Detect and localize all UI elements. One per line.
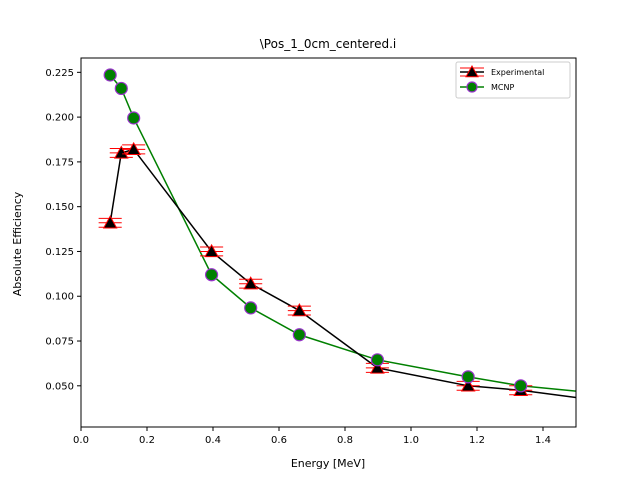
- experimental-line: [109, 148, 576, 399]
- series-layer: [98, 68, 576, 399]
- legend: Experimental MCNP: [455, 61, 571, 99]
- legend-box: [455, 61, 571, 99]
- mcnp-point: [514, 379, 528, 393]
- y-axis-label: Absolute Efficiency: [11, 191, 24, 296]
- experimental-point: [456, 378, 480, 392]
- x-tick-label: 1.4: [535, 435, 551, 446]
- mcnp-point: [114, 81, 128, 96]
- mcnp-line: [109, 74, 576, 392]
- y-tick-label: 0.050: [45, 381, 74, 392]
- mcnp-point: [244, 301, 258, 315]
- x-tick-label: 0.4: [205, 435, 221, 446]
- legend-entry-experimental: Experimental: [460, 64, 544, 78]
- experimental-point: [109, 145, 133, 159]
- y-axis-ticks: 0.050 0.075 0.100 0.125 0.150 0.175 0.200 0.225: [45, 68, 81, 392]
- mcnp-point: [204, 268, 219, 282]
- experimental-point: [200, 243, 224, 258]
- experimental-point: [287, 303, 311, 317]
- x-tick-label: 0.6: [271, 435, 287, 446]
- y-tick-label: 0.225: [45, 68, 74, 79]
- legend-entry-mcnp: MCNP: [460, 81, 514, 93]
- y-tick-label: 0.100: [45, 292, 74, 303]
- experimental-point: [239, 276, 263, 290]
- x-tick-label: 0.2: [139, 435, 155, 446]
- legend-label-experimental: Experimental: [491, 68, 544, 77]
- plot-frame: [80, 57, 577, 428]
- y-tick-label: 0.125: [45, 247, 74, 258]
- x-tick-label: 1.2: [469, 435, 485, 446]
- y-tick-label: 0.075: [45, 337, 74, 348]
- chart-title: \Pos_1_0cm_centered.i: [260, 37, 397, 51]
- x-axis-label: Energy [MeV]: [291, 457, 365, 470]
- mcnp-point: [292, 328, 306, 342]
- mcnp-point: [461, 370, 475, 384]
- y-tick-label: 0.150: [45, 202, 74, 213]
- experimental-point: [122, 141, 146, 156]
- x-tick-label: 0.8: [337, 435, 353, 446]
- mcnp-point: [103, 68, 117, 82]
- mcnp-point: [127, 111, 141, 125]
- y-tick-label: 0.200: [45, 113, 74, 124]
- x-tick-label: 0.0: [73, 435, 89, 446]
- mcnp-point: [370, 353, 385, 367]
- x-tick-label: 1.0: [403, 435, 419, 446]
- y-tick-label: 0.175: [45, 157, 74, 168]
- legend-label-mcnp: MCNP: [491, 83, 514, 92]
- experimental-point: [98, 215, 122, 229]
- x-axis-ticks: 0.0 0.2 0.4 0.6 0.8 1.0 1.2 1.4: [73, 427, 551, 446]
